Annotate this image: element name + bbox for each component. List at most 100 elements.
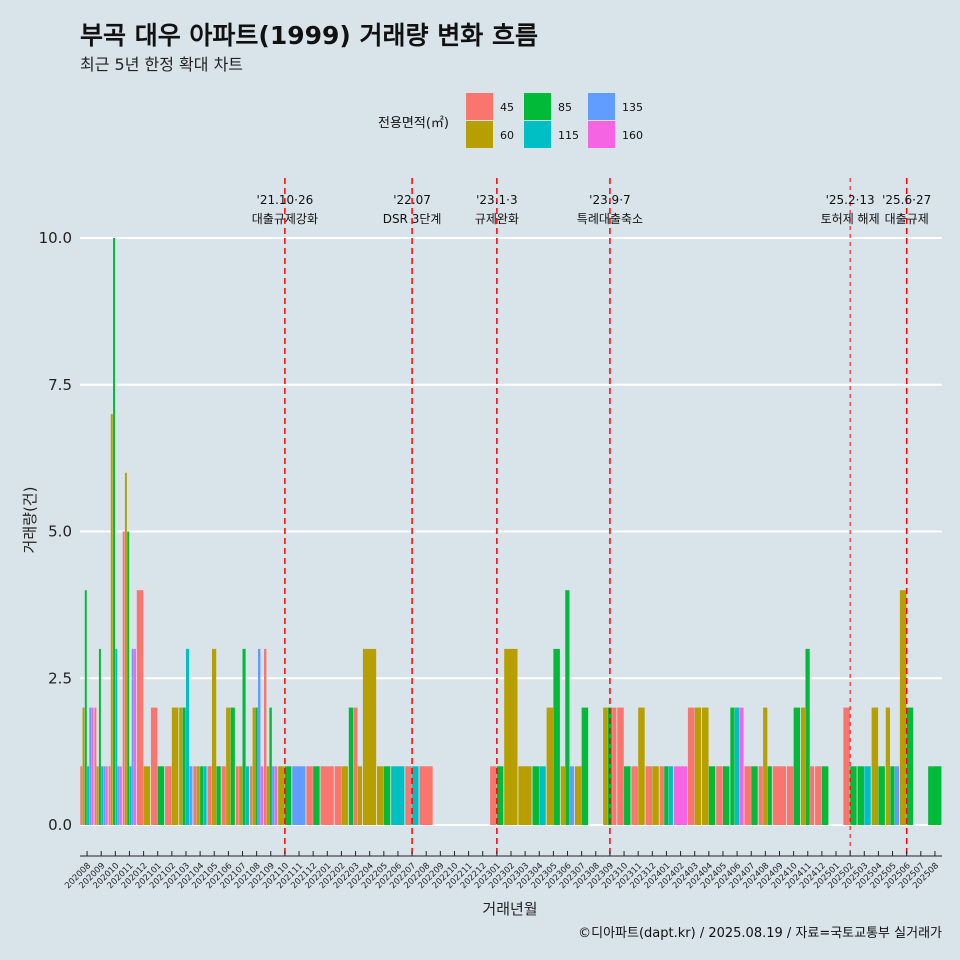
- chart-subtitle: 최근 5년 한정 확대 차트: [80, 55, 243, 74]
- bar: [652, 766, 659, 825]
- bar: [179, 707, 183, 825]
- bar: [320, 766, 334, 825]
- y-axis-label: 거래량(건): [21, 487, 39, 554]
- bar: [624, 766, 631, 825]
- legend-swatch: [524, 121, 551, 148]
- chart-title: 부곡 대우 아파트(1999) 거래량 변화 흐름: [80, 21, 538, 50]
- legend-entry-label: 45: [500, 101, 514, 114]
- x-axis-label: 거래년월: [482, 900, 537, 918]
- bar: [496, 766, 504, 825]
- caption: ©디아파트(dapt.kr) / 2025.08.19 / 자료=국토교통부 실…: [578, 926, 942, 941]
- bar: [569, 766, 575, 825]
- bar: [565, 590, 570, 825]
- bar: [574, 766, 582, 825]
- bar: [136, 590, 144, 825]
- bar: [631, 766, 638, 825]
- bar: [612, 707, 617, 825]
- bar: [673, 766, 688, 825]
- bar: [189, 766, 193, 825]
- bar: [878, 766, 885, 825]
- bar: [702, 707, 709, 825]
- bar: [292, 766, 306, 825]
- bar: [377, 766, 384, 825]
- event-description-label: 토허제 해제: [821, 212, 880, 226]
- bar: [793, 707, 801, 825]
- bar: [341, 766, 348, 825]
- bar: [560, 766, 565, 825]
- bar: [334, 766, 342, 825]
- bar: [786, 766, 794, 825]
- bar: [638, 707, 645, 825]
- y-tick-label: 0.0: [48, 816, 72, 834]
- bar: [532, 766, 539, 825]
- bar: [871, 707, 879, 825]
- bar: [108, 766, 111, 825]
- bar: [850, 766, 857, 825]
- bar: [235, 766, 239, 825]
- bar: [122, 531, 125, 825]
- bar: [603, 707, 608, 825]
- bar: [353, 707, 358, 825]
- bar: [758, 766, 763, 825]
- bar: [94, 707, 97, 825]
- event-date-label: '21.10·26: [257, 193, 314, 207]
- bar: [694, 707, 702, 825]
- bar: [739, 707, 744, 825]
- bar: [266, 766, 270, 825]
- event-annotations: '21.10·26 대출규제강화 '22.07 DSR 3단계 '23.1·3 규제완화 '…: [252, 178, 931, 856]
- legend-entry-label: 60: [500, 129, 514, 142]
- bar: [257, 648, 261, 825]
- event-description-label: 특례대출축소: [577, 212, 643, 226]
- bar: [857, 766, 864, 825]
- bar: [412, 766, 419, 825]
- bar: [581, 707, 589, 825]
- bar: [105, 766, 108, 825]
- bar: [119, 766, 122, 825]
- bar: [263, 648, 267, 825]
- bar: [80, 766, 83, 825]
- bar: [763, 707, 768, 825]
- bar: [518, 766, 532, 825]
- bar: [274, 766, 278, 825]
- y-tick-label: 2.5: [48, 669, 72, 687]
- bar: [207, 766, 212, 825]
- bar: [391, 766, 405, 825]
- bar: [716, 766, 723, 825]
- bar: [103, 766, 106, 825]
- legend-entry-label: 115: [558, 129, 579, 142]
- bar: [124, 472, 127, 825]
- bar: [885, 707, 890, 825]
- bar: [906, 707, 914, 825]
- bar: [730, 707, 735, 825]
- bar: [157, 766, 165, 825]
- bar: [98, 648, 101, 825]
- bar: [659, 766, 664, 825]
- bar: [171, 707, 179, 825]
- bar: [899, 590, 907, 825]
- bar: [110, 414, 113, 825]
- event-description-label: 규제완화: [475, 212, 519, 226]
- bar: [96, 766, 99, 825]
- event-description-label: 대출규제: [885, 212, 929, 226]
- bar: [722, 766, 730, 825]
- legend-swatch: [466, 93, 493, 120]
- bar: [89, 707, 92, 825]
- bar: [127, 531, 130, 825]
- bar: [645, 766, 653, 825]
- bar: [607, 707, 612, 825]
- bar: [203, 766, 207, 825]
- legend-swatch: [588, 121, 615, 148]
- event-date-label: '23.1·3: [476, 193, 517, 207]
- bar: [687, 707, 695, 825]
- bar: [269, 707, 272, 825]
- bar: [810, 766, 815, 825]
- bar: [115, 648, 118, 825]
- bar: [87, 766, 90, 825]
- bar: [150, 707, 158, 825]
- event-date-label: '25.6·27: [882, 193, 931, 207]
- bar: [255, 707, 258, 825]
- event-date-label: '23.9·7: [589, 193, 630, 207]
- bar: [185, 648, 190, 825]
- bar: [143, 766, 151, 825]
